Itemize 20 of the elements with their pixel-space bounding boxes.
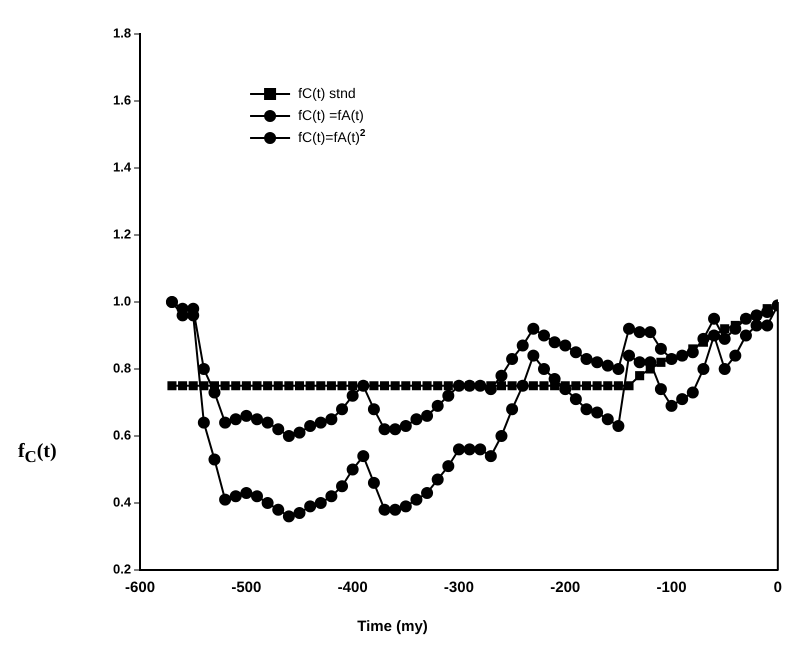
x-tick-label: -300: [444, 579, 474, 596]
legend-label: fC(t) stnd: [298, 84, 356, 101]
y-tick-label: 1.6: [112, 92, 132, 108]
y-tick-label: 0.2: [112, 562, 132, 577]
x-axis-title: Time (my): [356, 618, 429, 635]
x-tick-label: -400: [338, 579, 368, 596]
x-tick-label: 0: [774, 579, 782, 596]
y-tick-label: 1.2: [112, 226, 132, 242]
x-tick-label: -200: [550, 579, 580, 596]
y-axis-title: f$_{C}$(t): [18, 440, 57, 467]
y-tick-label: 1.8: [112, 26, 132, 41]
x-tick-label: -600: [125, 579, 156, 596]
x-tick-label: -100: [656, 579, 687, 596]
legend-label: fC(t) =fA(t): [298, 106, 364, 123]
x-tick-label: -500: [231, 579, 262, 596]
y-tick-label: 0.8: [112, 360, 132, 376]
y-tick-label: 1.4: [112, 160, 132, 175]
y-tick-label: 1.0: [112, 294, 132, 309]
y-tick-label: 0.4: [112, 494, 132, 510]
y-tick-label: 0.6: [112, 428, 132, 443]
